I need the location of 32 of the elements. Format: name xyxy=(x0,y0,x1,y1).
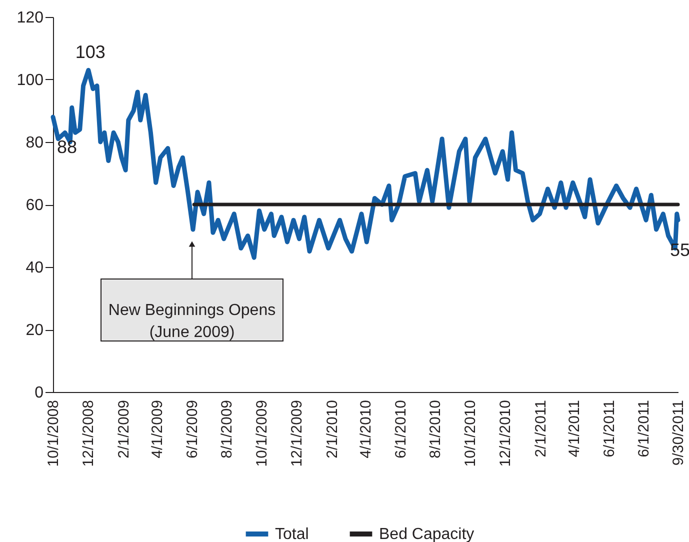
x-tick-label: 6/1/2011 xyxy=(600,400,618,458)
y-tick-label: 80 xyxy=(26,134,44,152)
annotation: 55 xyxy=(670,240,689,260)
y-tick-label: 60 xyxy=(26,197,44,214)
y-tick-label: 40 xyxy=(26,260,44,276)
legend-label: Bed Capacity xyxy=(379,526,474,542)
x-tick-label: 6/1/2010 xyxy=(392,400,410,458)
legend-label: Total xyxy=(275,526,309,542)
annotation: New Beginnings Opens (June 2009) xyxy=(108,302,276,341)
x-tick-label: 12/1/2010 xyxy=(496,400,514,467)
x-tick-label: 10/1/2009 xyxy=(254,400,271,467)
x-tick-label: 10/1/2010 xyxy=(462,400,480,467)
y-tick-label: 100 xyxy=(16,72,44,89)
x-tick-label: 12/1/2009 xyxy=(288,400,306,467)
x-tick-label: 2/1/2010 xyxy=(324,400,341,458)
x-tick-label: 2/1/2011 xyxy=(532,400,550,458)
x-tick-label: 6/1/2011 xyxy=(636,400,653,458)
x-tick-label: 4/1/2009 xyxy=(148,400,166,458)
annotation: 88 xyxy=(57,137,78,157)
x-tick-label: 12/1/2008 xyxy=(80,400,97,467)
x-tick-label: 9/30/2011 xyxy=(670,400,687,466)
x-tick-label: 2/1/2009 xyxy=(115,400,132,458)
x-tick-label: 4/1/2011 xyxy=(566,400,584,458)
x-tick-label: 8/1/2010 xyxy=(427,400,444,458)
x-tick-label: 6/1/2009 xyxy=(184,400,201,458)
y-tick-label: 20 xyxy=(26,322,44,339)
x-tick-label: 4/1/2010 xyxy=(358,400,374,458)
y-tick-label: 0 xyxy=(34,384,44,402)
x-tick-label: 8/1/2009 xyxy=(218,400,236,458)
y-tick-label: 120 xyxy=(16,10,44,26)
annotation: 103 xyxy=(75,42,106,62)
x-tick-label: 10/1/2008 xyxy=(45,400,62,467)
